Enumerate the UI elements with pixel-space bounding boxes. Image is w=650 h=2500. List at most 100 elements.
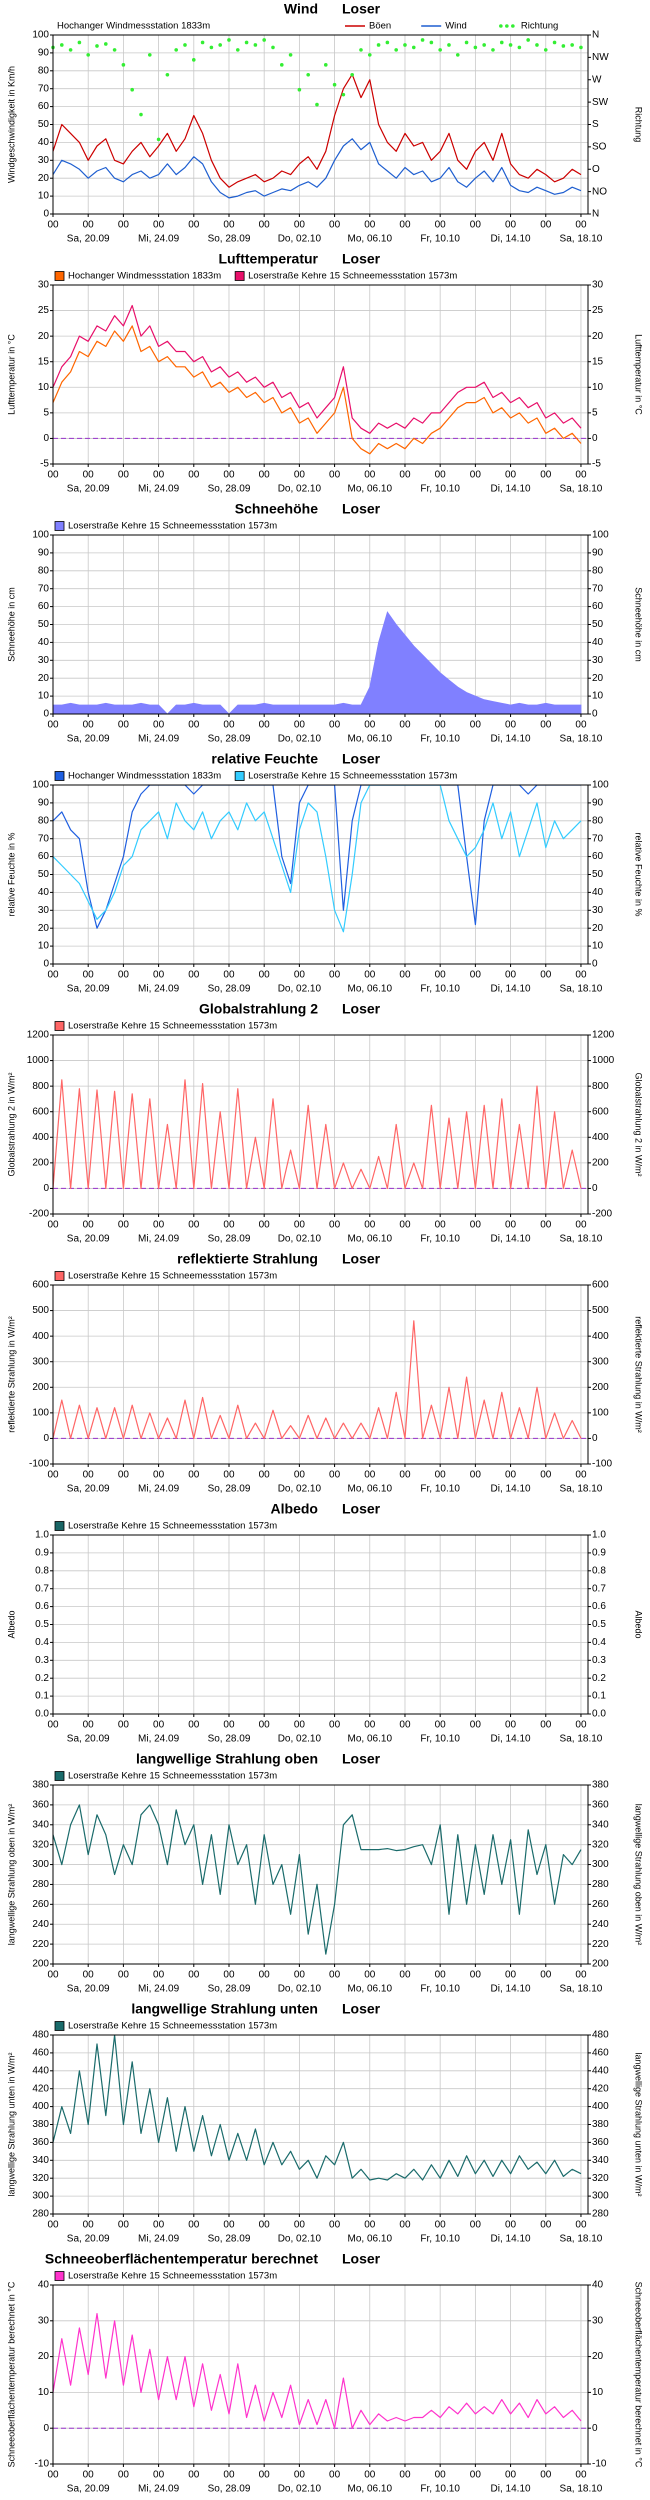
data-point: [359, 48, 363, 52]
data-point: [561, 44, 566, 48]
x-tick-label: 00: [47, 2470, 59, 2481]
x-tick-label: 00: [223, 2470, 235, 2481]
x-tick-label: 00: [329, 220, 341, 231]
data-point: [218, 43, 222, 47]
y2-tick-label: NO: [592, 186, 607, 197]
x-tick-label: 00: [259, 1720, 271, 1731]
y2-tick-label: 400: [592, 1132, 609, 1143]
y2-tick-label: 0: [592, 1183, 598, 1194]
y-tick-label: 40: [38, 137, 50, 148]
y-axis-label: langwellige Strahlung oben in W/m²: [6, 1804, 16, 1946]
plot-frame: [52, 284, 589, 465]
y-tick-label: 0.3: [35, 1655, 49, 1666]
y-axis-label: Albedo: [6, 1610, 16, 1638]
y-tick-label: 300: [32, 2191, 49, 2202]
x-tick-label: 00: [294, 470, 306, 481]
x-date-label: Do, 02.10: [278, 1234, 322, 1245]
x-date-label: Sa, 20.09: [67, 1984, 110, 1995]
x-tick-label: 00: [540, 470, 552, 481]
y-tick-label: 240: [32, 1919, 49, 1930]
y2-tick-label: 15: [592, 356, 604, 367]
x-date-label: Di, 14.10: [491, 1484, 531, 1495]
y-tick-label: 90: [38, 548, 50, 559]
legend-label: Loserstraße Kehre 15 Schneemessstation 1…: [248, 771, 457, 782]
chart-title: relative Feuchte: [211, 751, 318, 767]
y2-tick-label: 0: [592, 1433, 598, 1444]
y-tick-label: 0.7: [35, 1583, 49, 1594]
x-date-label: Sa, 20.09: [67, 2484, 110, 2495]
plot-frame: [52, 1284, 589, 1465]
x-tick-label: 00: [329, 1470, 341, 1481]
y2-tick-label: 300: [592, 1356, 609, 1367]
x-tick-label: 00: [83, 220, 95, 231]
y-tick-label: -5: [40, 459, 49, 470]
x-tick-label: 00: [505, 1970, 517, 1981]
x-tick-label: 00: [223, 1970, 235, 1981]
chart-location: Loser: [342, 1, 381, 17]
data-point: [191, 58, 196, 62]
x-date-label: Mi, 24.09: [138, 984, 180, 995]
data-point: [499, 40, 504, 45]
legend-symbol: [499, 24, 503, 28]
x-tick-label: 00: [399, 970, 411, 981]
legend-label: Hochanger Windmessstation 1833m: [68, 771, 221, 782]
data-point: [403, 43, 407, 47]
x-tick-label: 00: [83, 2220, 95, 2231]
y2-tick-label: -100: [592, 1459, 612, 1470]
chart-title: langwellige Strahlung oben: [136, 1751, 318, 1767]
x-date-label: Di, 14.10: [491, 1984, 531, 1995]
x-date-label: Do, 02.10: [278, 1484, 322, 1495]
y-tick-label: 340: [32, 1819, 49, 1830]
data-point: [253, 43, 258, 47]
y-tick-label: 80: [38, 565, 50, 576]
x-tick-label: 00: [435, 1470, 447, 1481]
y2-tick-label: 0: [592, 2423, 598, 2434]
y2-axis-label: Lufttemperatur in °C: [634, 334, 644, 415]
x-tick-label: 00: [188, 1220, 200, 1231]
y2-tick-label: 30: [592, 905, 604, 916]
x-date-label: Sa, 18.10: [560, 484, 603, 495]
chart-location: Loser: [342, 1001, 381, 1017]
y-tick-label: 200: [32, 1382, 49, 1393]
plot-frame: [52, 1034, 589, 1215]
x-tick-label: 00: [540, 1470, 552, 1481]
y2-axis-label: Globalstrahlung 2 in W/m²: [634, 1072, 644, 1176]
y-tick-label: 0.2: [35, 1673, 49, 1684]
y2-tick-label: 70: [592, 833, 604, 844]
y2-tick-label: 600: [592, 1106, 609, 1117]
data-point: [341, 92, 346, 97]
y-tick-label: 320: [32, 2173, 49, 2184]
y2-tick-label: 0.7: [592, 1583, 606, 1594]
line: [53, 325, 582, 455]
y-tick-label: 420: [32, 2083, 49, 2094]
data-point: [209, 45, 214, 50]
x-tick-label: 00: [399, 1970, 411, 1981]
y-tick-label: 70: [38, 83, 50, 94]
x-tick-label: 00: [223, 970, 235, 981]
y2-tick-label: 440: [592, 2065, 609, 2076]
x-tick-label: 00: [505, 220, 517, 231]
x-tick-label: 00: [575, 720, 587, 731]
x-tick-label: 00: [575, 1970, 587, 1981]
legend-symbol: [511, 24, 515, 28]
x-tick-label: 00: [259, 1470, 271, 1481]
y-tick-label: 30: [38, 2315, 50, 2326]
chart-location: Loser: [342, 751, 381, 767]
x-tick-label: 00: [540, 2470, 552, 2481]
y2-tick-label: W: [592, 74, 602, 85]
x-date-label: So, 28.09: [208, 2484, 251, 2495]
chart-title: langwellige Strahlung unten: [131, 2001, 318, 2017]
x-tick-label: 00: [540, 1220, 552, 1231]
x-tick-label: 00: [47, 1220, 59, 1231]
y2-tick-label: 340: [592, 1819, 609, 1830]
x-tick-label: 00: [153, 2220, 165, 2231]
x-tick-label: 00: [435, 2470, 447, 2481]
x-tick-label: 00: [188, 970, 200, 981]
y2-tick-label: 260: [592, 1899, 609, 1910]
data-point: [271, 45, 275, 50]
x-tick-label: 00: [83, 470, 95, 481]
y2-tick-label: 500: [592, 1305, 609, 1316]
y2-tick-label: 20: [592, 923, 604, 934]
x-tick-label: 00: [118, 220, 130, 231]
x-tick-label: 00: [505, 970, 517, 981]
